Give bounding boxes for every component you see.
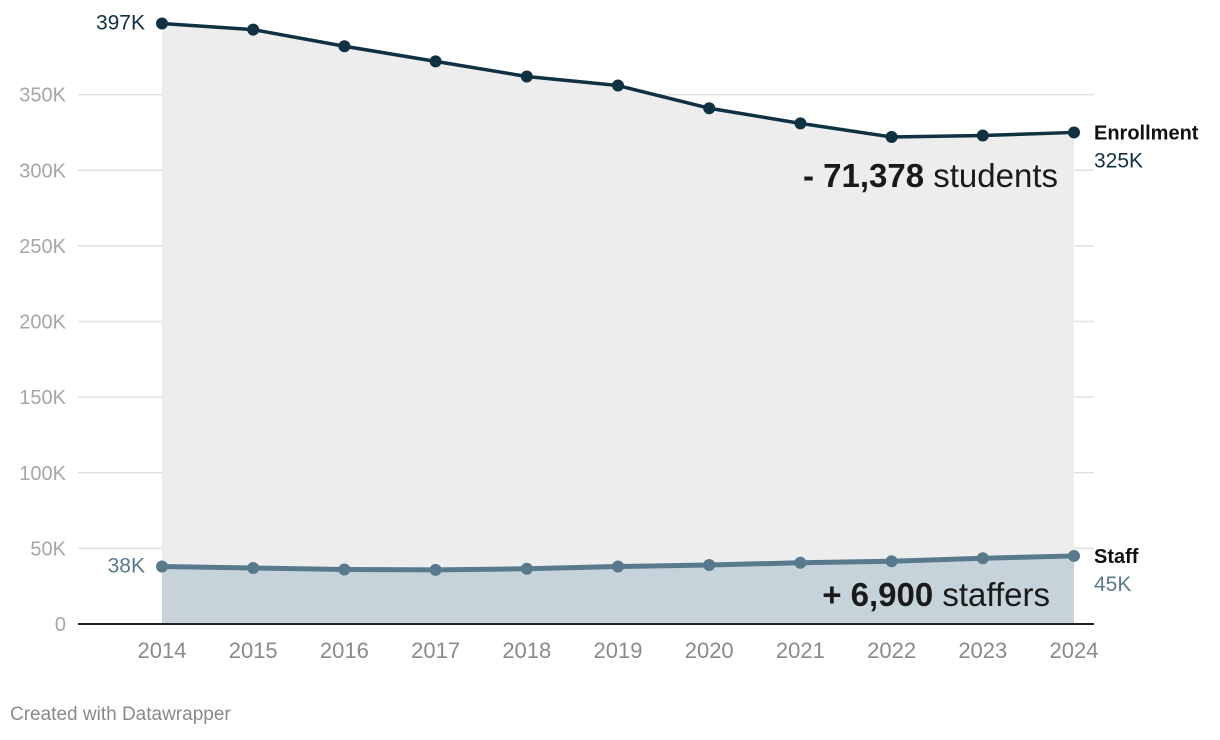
staff-series-name: Staff — [1094, 546, 1139, 568]
enrollment-start-label: 397K — [96, 12, 145, 35]
staff-start-label: 38K — [108, 555, 145, 578]
enrollment-point — [429, 55, 442, 68]
x-tick-label: 2016 — [320, 638, 369, 663]
enrollment-point — [338, 40, 351, 53]
staff-change-value: + 6,900 — [822, 576, 933, 613]
y-tick-label: 250K — [19, 236, 66, 258]
y-tick-label: 100K — [19, 463, 66, 485]
x-tick-label: 2021 — [776, 638, 825, 663]
enrollment-area — [162, 23, 1074, 625]
staff-point — [429, 563, 442, 576]
enrollment-point — [520, 70, 533, 83]
y-tick-label: 0 — [55, 614, 66, 636]
enrollment-point — [1068, 126, 1080, 139]
credit-text: Created with Datawrapper — [10, 704, 231, 725]
staff-point — [885, 555, 898, 568]
x-axis-ticks: 2014 2015 2016 2017 2018 2019 2020 2021 2022 2023… — [138, 638, 1099, 663]
x-tick-label: 2023 — [958, 638, 1007, 663]
enrollment-end-label: 325K — [1094, 149, 1143, 172]
enrollment-point — [976, 129, 989, 142]
y-tick-label: 300K — [19, 160, 66, 182]
series-points — [156, 17, 1080, 576]
staff-point — [976, 552, 989, 565]
x-tick-label: 2020 — [685, 638, 734, 663]
enrollment-point — [612, 79, 624, 92]
chart-areas — [78, 23, 1094, 625]
enrollment-point — [703, 102, 716, 115]
x-tick-label: 2018 — [502, 638, 551, 663]
x-tick-label: 2014 — [138, 638, 187, 663]
y-tick-label: 50K — [30, 538, 66, 560]
staff-point — [338, 563, 351, 576]
enrollment-point — [247, 23, 260, 36]
staff-point — [1068, 549, 1080, 562]
y-tick-label: 350K — [19, 85, 66, 107]
staff-point — [794, 556, 807, 569]
y-axis-ticks: 0 50K 100K 150K 200K 250K 300K 350K — [19, 85, 66, 636]
x-tick-label: 2015 — [229, 638, 278, 663]
enrollment-series-name: Enrollment — [1094, 122, 1199, 144]
x-tick-label: 2017 — [411, 638, 460, 663]
staff-point — [520, 562, 533, 575]
y-tick-label: 200K — [19, 312, 66, 334]
enrollment-change-annotation: - 71,378 students — [803, 157, 1058, 194]
x-tick-label: 2019 — [594, 638, 643, 663]
staff-point — [156, 560, 168, 573]
enrollment-change-value: - 71,378 — [803, 157, 924, 194]
staff-change-unit: staffers — [933, 576, 1050, 613]
staff-point — [612, 560, 624, 573]
y-tick-label: 150K — [19, 387, 66, 409]
enrollment-point — [156, 17, 168, 30]
series-labels: 397K 38K Enrollment 325K Staff 45K — [96, 12, 1199, 596]
staff-point — [703, 559, 716, 572]
enrollment-change-unit: students — [924, 157, 1058, 194]
staff-change-annotation: + 6,900 staffers — [822, 576, 1050, 613]
enrollment-point — [885, 130, 898, 143]
x-tick-label: 2022 — [867, 638, 916, 663]
enrollment-point — [794, 117, 807, 130]
staff-point — [247, 562, 260, 575]
x-tick-label: 2024 — [1050, 638, 1099, 663]
staff-end-label: 45K — [1094, 573, 1131, 596]
staff-area — [162, 555, 1074, 624]
